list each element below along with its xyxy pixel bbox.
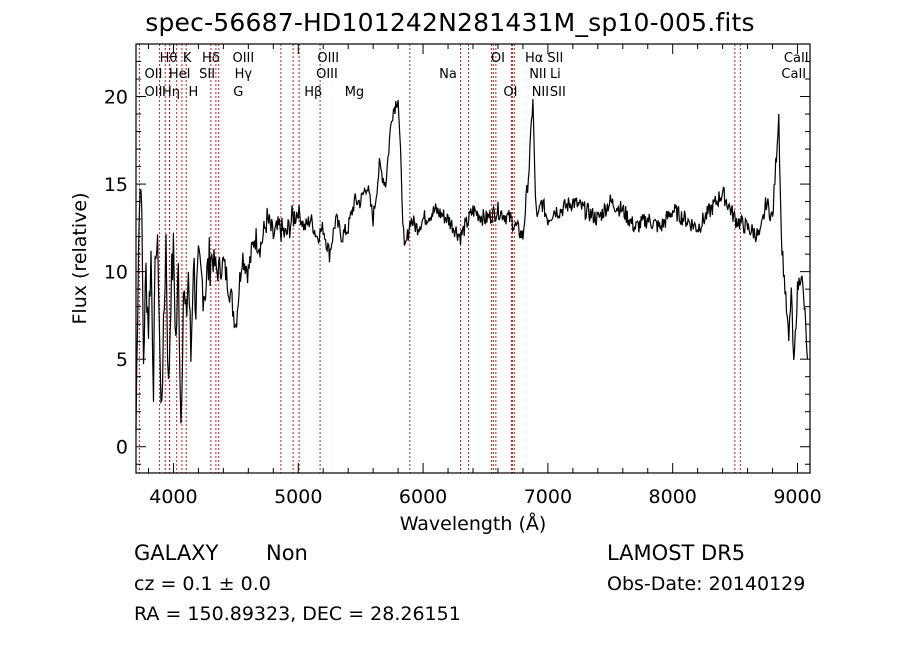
marker-label: OIII <box>316 67 338 82</box>
marker-label: H <box>189 85 199 100</box>
x-tick-label: 6000 <box>399 486 447 508</box>
subclass-label: Non <box>266 541 308 565</box>
chart-title: spec-56687-HD101242N281431M_sp10-005.fit… <box>145 8 755 37</box>
redshift-text: cz = 0.1 ± 0.0 <box>134 573 271 595</box>
marker-label: Hθ <box>160 51 178 66</box>
marker-label: OIII <box>232 51 254 66</box>
marker-label: HeI <box>169 67 191 82</box>
marker-label: Hη <box>162 85 180 100</box>
marker-label: Hα <box>525 51 543 66</box>
obs-date-text: Obs-Date: 20140129 <box>607 573 806 595</box>
marker-label: OII <box>145 67 163 82</box>
marker-label: SII <box>199 67 215 82</box>
x-tick-label: 8000 <box>649 486 697 508</box>
y-tick-label: 15 <box>104 174 128 196</box>
marker-label: K <box>183 51 192 66</box>
marker-label: Li <box>550 67 561 82</box>
spectral-line-markers <box>138 44 741 473</box>
marker-label: Hβ <box>304 85 322 100</box>
x-axis-label: Wavelength (Å) <box>400 512 547 535</box>
marker-label: NII <box>532 85 549 100</box>
marker-label: Mg <box>345 85 364 100</box>
marker-label: Na <box>439 67 457 82</box>
marker-label: NII <box>529 67 546 82</box>
marker-label: CaII <box>784 51 809 66</box>
coordinates-text: RA = 150.89323, DEC = 28.26151 <box>134 603 461 625</box>
x-tick-label: 5000 <box>274 486 322 508</box>
y-axis-label: Flux (relative) <box>69 192 91 324</box>
marker-label: SII <box>550 85 566 100</box>
marker-label: OII <box>145 85 163 100</box>
x-axis-ticks: 4000 5000 6000 7000 8000 9000 <box>147 44 822 508</box>
y-tick-label: 5 <box>116 349 128 371</box>
survey-label: LAMOST DR5 <box>607 541 746 565</box>
marker-label: Hγ <box>235 67 253 82</box>
marker-label: OIII <box>317 51 339 66</box>
marker-label: OI <box>491 51 505 66</box>
marker-label: G <box>233 85 243 100</box>
y-tick-label: 0 <box>116 437 128 459</box>
marker-label: CaII <box>781 67 806 82</box>
y-tick-label: 10 <box>104 262 128 284</box>
y-axis-ticks: 0 5 10 15 20 <box>104 61 810 465</box>
x-tick-label: 4000 <box>149 486 197 508</box>
class-label: GALAXY <box>134 541 219 565</box>
x-tick-label: 7000 <box>524 486 572 508</box>
x-tick-label: 9000 <box>773 486 821 508</box>
marker-label: OI <box>503 85 517 100</box>
marker-label: SII <box>547 51 563 66</box>
spectrum-series-line <box>135 99 809 430</box>
plot-frame <box>135 43 811 474</box>
y-tick-label: 20 <box>104 87 128 109</box>
marker-label: Hδ <box>202 51 220 66</box>
